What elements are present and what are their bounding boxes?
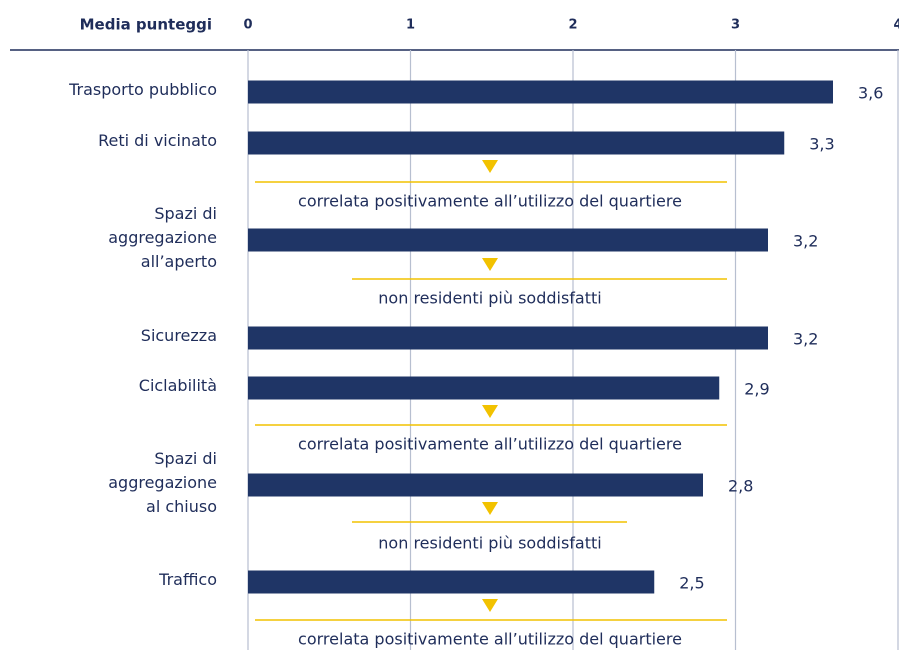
chart-title: Media punteggi	[80, 16, 212, 34]
annotation-arrow	[482, 502, 498, 515]
x-tick-label: 0	[243, 18, 252, 33]
category-label: Spazi di aggregazione al chiuso	[108, 449, 217, 516]
annotation-text: correlata positivamente all’utilizzo del…	[298, 192, 682, 211]
value-label: 3,3	[809, 135, 834, 154]
value-label: 2,9	[744, 380, 769, 399]
x-tick-label: 3	[731, 18, 740, 33]
value-label: 3,2	[793, 330, 818, 349]
bar	[248, 473, 703, 497]
annotation-arrow	[482, 599, 498, 612]
annotation-text: non residenti più soddisfatti	[378, 289, 601, 308]
category-label: Traffico	[159, 570, 217, 589]
category-label: Ciclabilità	[138, 376, 217, 395]
x-tick-label: 4	[893, 18, 899, 33]
bar	[248, 131, 785, 155]
category-label: Trasporto pubblico	[69, 80, 217, 99]
bar	[248, 570, 655, 594]
annotation-arrow	[482, 258, 498, 271]
annotation-text: correlata positivamente all’utilizzo del…	[298, 435, 682, 454]
bar	[248, 326, 768, 350]
x-tick-label: 1	[406, 18, 415, 33]
value-label: 2,8	[728, 477, 753, 496]
bar	[248, 80, 833, 104]
x-tick-label: 2	[568, 18, 577, 33]
category-label: Reti di vicinato	[98, 131, 217, 150]
category-label: Sicurezza	[140, 326, 217, 345]
annotation-arrow	[482, 405, 498, 418]
value-label: 2,5	[679, 574, 704, 593]
bar	[248, 228, 768, 252]
annotation-text: non residenti più soddisfatti	[378, 534, 601, 553]
bar	[248, 376, 720, 400]
category-label: Spazi di aggregazione all’aperto	[108, 204, 217, 271]
value-label: 3,6	[858, 84, 883, 103]
value-label: 3,2	[793, 232, 818, 251]
annotation-text: correlata positivamente all’utilizzo del…	[298, 630, 682, 649]
annotation-arrow	[482, 160, 498, 173]
